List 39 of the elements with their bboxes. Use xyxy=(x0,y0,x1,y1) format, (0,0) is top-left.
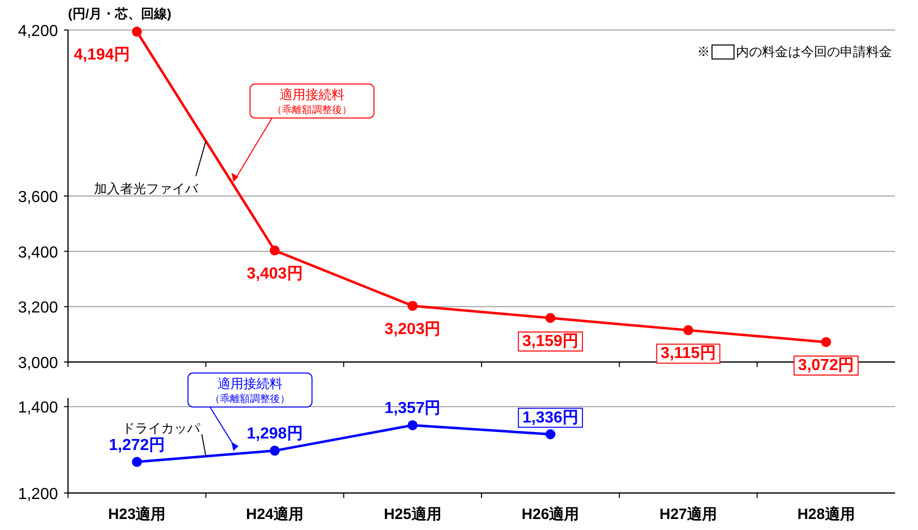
x-tick-label: H26適用 xyxy=(522,505,580,523)
point xyxy=(270,446,280,456)
y-tick-label: 3,600 xyxy=(18,189,58,206)
point xyxy=(132,26,142,37)
point xyxy=(821,337,832,348)
y-axis-title: (円/月・芯、回線) xyxy=(68,6,172,21)
data-label: 3,072円 xyxy=(798,357,854,374)
point xyxy=(408,300,418,311)
x-tick-label: H25適用 xyxy=(384,505,442,523)
point xyxy=(408,420,418,430)
data-label: 4,194円 xyxy=(74,46,130,64)
y-tick-label: 3,400 xyxy=(18,244,58,262)
data-label: 1,298円 xyxy=(246,426,303,443)
data-label: 3,159円 xyxy=(522,333,578,350)
y-tick-label: 4,200 xyxy=(18,23,58,40)
y-tick-label: 1,200 xyxy=(18,486,58,503)
data-label: 3,403円 xyxy=(246,266,303,283)
text: 加入者光ファイバ xyxy=(94,181,199,196)
annotation: 適用接続料（乖離額調整後） xyxy=(210,376,290,405)
y-tick-label: 1,400 xyxy=(18,400,58,417)
x-tick-label: H28適用 xyxy=(797,505,855,523)
point xyxy=(683,325,694,336)
point xyxy=(545,313,556,324)
point xyxy=(132,456,142,467)
x-tick-label: H27適用 xyxy=(659,505,718,523)
point xyxy=(270,246,280,256)
data-label: 3,115円 xyxy=(660,345,716,362)
data-label: 1,272円 xyxy=(108,436,165,454)
x-tick-label: H23適用 xyxy=(108,505,166,523)
y-tick-label: 3,000 xyxy=(18,355,58,372)
data-label: 1,336円 xyxy=(522,409,578,426)
annotation: 適用接続料（乖離額調整後） xyxy=(272,87,352,116)
series-label: ドライカッパ xyxy=(122,420,201,436)
data-label: 3,203円 xyxy=(384,320,441,338)
y-tick-label: 3,200 xyxy=(18,300,58,317)
data-label: 1,357円 xyxy=(384,400,441,418)
annotation: ※ 内の料金は今回の申請料金 xyxy=(697,44,892,59)
point xyxy=(545,429,556,440)
x-tick-label: H24適用 xyxy=(246,505,304,523)
